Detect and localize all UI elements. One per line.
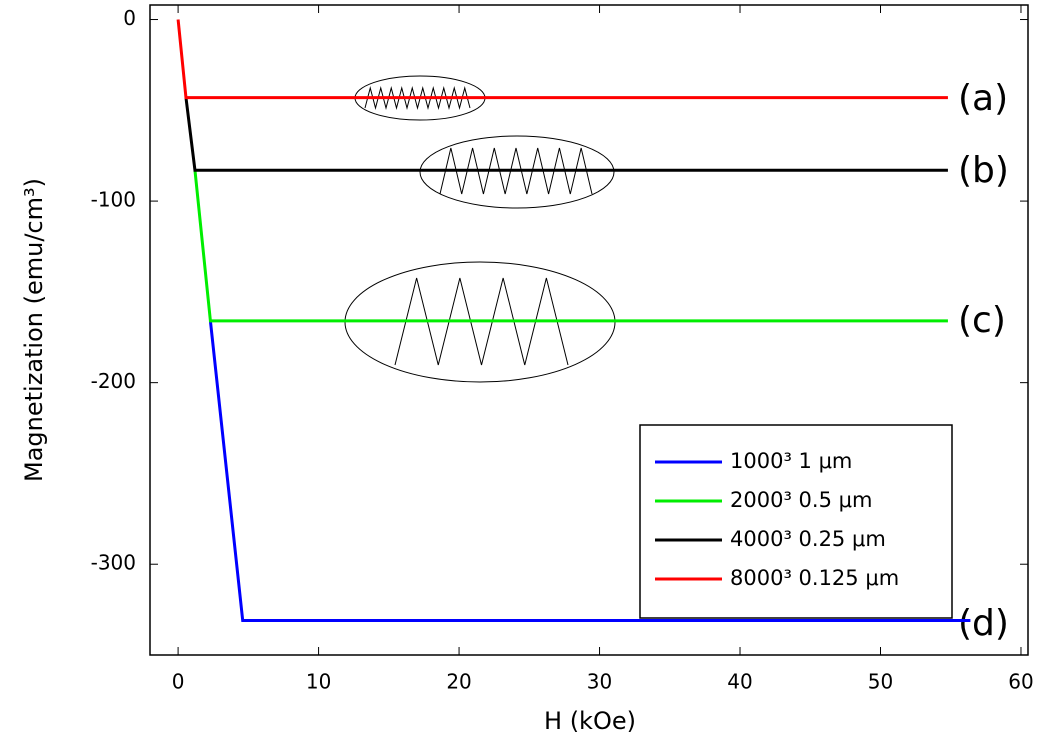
x-axis-label: H (kOe) bbox=[544, 707, 636, 735]
inset-zigzag bbox=[394, 277, 569, 366]
insets bbox=[344, 75, 616, 383]
legend bbox=[639, 424, 953, 619]
series-line bbox=[208, 320, 971, 623]
x-tick-label: 10 bbox=[306, 670, 331, 694]
series-line bbox=[193, 170, 948, 323]
series-line bbox=[184, 97, 948, 172]
y-axis-label: Magnetization (emu/cm³) bbox=[20, 178, 48, 482]
legend-label: 4000³ 0.25 μm bbox=[730, 527, 886, 551]
legend-label: 2000³ 0.5 μm bbox=[730, 488, 872, 512]
x-tick-label: 0 bbox=[172, 670, 185, 694]
annotation: (a) bbox=[958, 78, 1008, 119]
y-tick-label: -100 bbox=[91, 188, 136, 212]
x-tick-label: 20 bbox=[446, 670, 471, 694]
y-tick-label: -300 bbox=[91, 551, 136, 575]
y-tick-label: -200 bbox=[91, 369, 136, 393]
legend-label: 1000³ 1 μm bbox=[730, 449, 852, 473]
legend-label: 8000³ 0.125 μm bbox=[730, 566, 899, 590]
inset-ellipse bbox=[419, 135, 615, 209]
x-tick-label: 50 bbox=[868, 670, 893, 694]
x-tick-label: 30 bbox=[587, 670, 612, 694]
annotation: (d) bbox=[958, 603, 1009, 644]
x-tick-label: 40 bbox=[727, 670, 752, 694]
inset-zigzag bbox=[439, 147, 593, 195]
inset-zigzag bbox=[364, 86, 471, 110]
plot-frame bbox=[149, 4, 1029, 656]
series-line bbox=[176, 19, 948, 100]
annotation: (b) bbox=[958, 150, 1009, 191]
x-tick-label: 60 bbox=[1008, 670, 1033, 694]
y-tick-label: 0 bbox=[123, 6, 136, 30]
annotation: (c) bbox=[958, 300, 1006, 341]
